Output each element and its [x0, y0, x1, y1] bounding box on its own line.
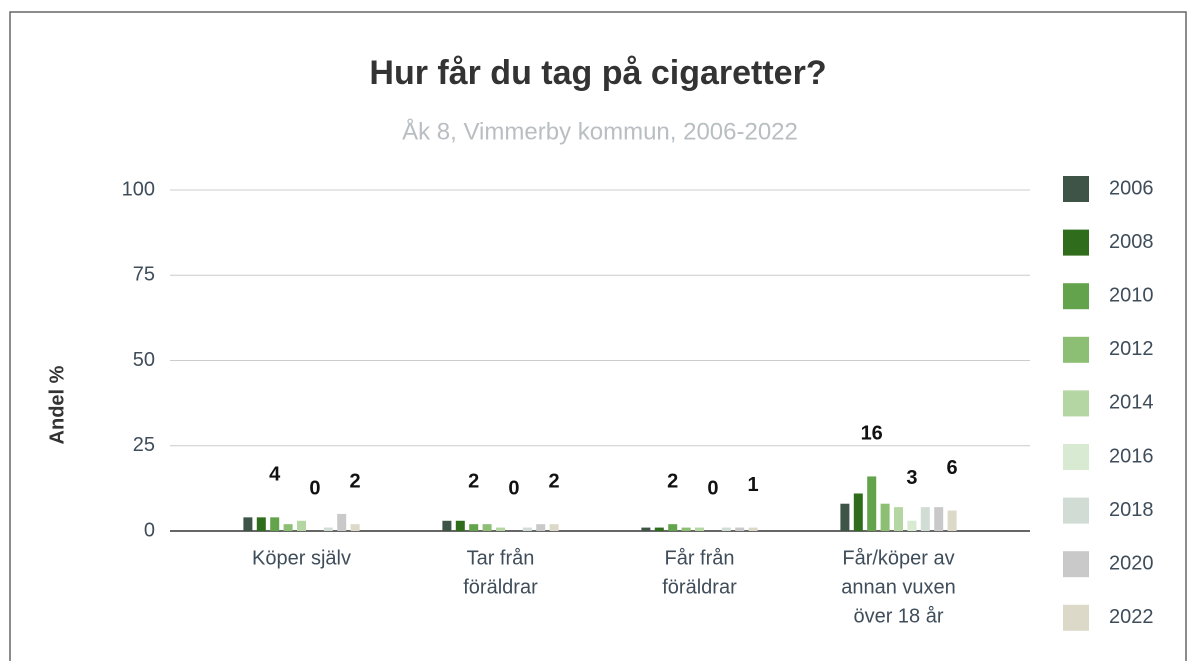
bar: [350, 524, 360, 531]
legend-label: 2016: [1109, 445, 1154, 467]
legend-label: 2012: [1109, 338, 1154, 360]
y-tick-label: 25: [133, 434, 155, 456]
data-label: 2: [549, 470, 560, 492]
x-tick-label: Får/köper av: [842, 547, 954, 569]
legend-swatch: [1063, 176, 1089, 202]
bar: [853, 493, 863, 531]
bar: [297, 520, 306, 531]
legend-label: 2006: [1109, 177, 1154, 199]
bar: [243, 517, 253, 531]
y-tick-label: 0: [144, 519, 155, 541]
y-tick-label: 100: [122, 178, 155, 200]
bar: [894, 507, 903, 531]
bar: [748, 527, 758, 531]
chart-subtitle: Åk 8, Vimmerby kommun, 2006-2022: [402, 117, 798, 145]
bar: [934, 507, 944, 531]
data-label: 0: [508, 477, 519, 499]
bar: [735, 527, 745, 531]
x-tick-label: över 18 år: [853, 605, 943, 627]
data-label: 0: [707, 477, 718, 499]
legend-label: 2022: [1109, 606, 1154, 628]
y-tick-label: 50: [133, 349, 155, 371]
legend-swatch: [1063, 283, 1089, 310]
data-label: 1: [748, 474, 759, 496]
bar: [469, 524, 479, 531]
bar: [681, 527, 691, 531]
legend-label: 2010: [1109, 284, 1154, 306]
bar: [920, 507, 930, 531]
bar: [536, 524, 546, 531]
bar: [283, 524, 293, 531]
data-label: 2: [667, 470, 678, 492]
y-axis-label: Andel %: [46, 365, 68, 444]
legend-label: 2018: [1109, 499, 1154, 521]
legend-swatch: [1063, 497, 1089, 524]
bar: [442, 520, 452, 531]
legend-label: 2014: [1109, 392, 1154, 414]
legend-label: 2020: [1109, 552, 1154, 574]
bar: [337, 513, 347, 531]
data-label: 6: [947, 457, 958, 479]
data-label: 16: [861, 423, 883, 445]
bar: [907, 520, 917, 531]
x-tick-label: annan vuxen: [841, 576, 956, 598]
data-label: 3: [906, 467, 917, 489]
bar: [654, 527, 664, 531]
bar: [721, 527, 731, 531]
legend-swatch: [1063, 551, 1089, 578]
x-tick-label: föräldrar: [662, 576, 737, 598]
data-label: 4: [269, 464, 281, 486]
bar: [549, 524, 559, 531]
bar: [482, 524, 492, 531]
x-tick-label: Köper själv: [252, 547, 351, 569]
legend-swatch: [1063, 390, 1089, 417]
legend-swatch: [1063, 444, 1089, 470]
bar: [668, 524, 678, 531]
bar: [947, 510, 957, 531]
bar: [522, 527, 532, 531]
chart-frame: [9, 11, 1187, 661]
legend-swatch: [1063, 336, 1089, 363]
bar: [880, 503, 890, 531]
x-tick-label: Tar från: [467, 547, 535, 569]
bar: [695, 527, 704, 531]
bar: [270, 517, 280, 531]
data-label: 2: [350, 470, 361, 492]
legend-label: 2008: [1109, 231, 1154, 253]
bar: [256, 517, 266, 531]
bar: [840, 503, 850, 531]
bar: [641, 527, 651, 531]
data-label: 2: [468, 470, 479, 492]
x-tick-label: Får från: [664, 547, 734, 569]
bar: [496, 527, 505, 531]
y-tick-label: 75: [133, 264, 155, 286]
data-label: 0: [309, 477, 320, 499]
legend-swatch: [1063, 604, 1089, 631]
bar: [867, 476, 877, 531]
chart-title: Hur får du tag på cigaretter?: [369, 54, 826, 92]
bar: [323, 527, 333, 531]
legend-swatch: [1063, 229, 1089, 256]
x-tick-label: föräldrar: [463, 576, 538, 598]
bar: [455, 520, 465, 531]
